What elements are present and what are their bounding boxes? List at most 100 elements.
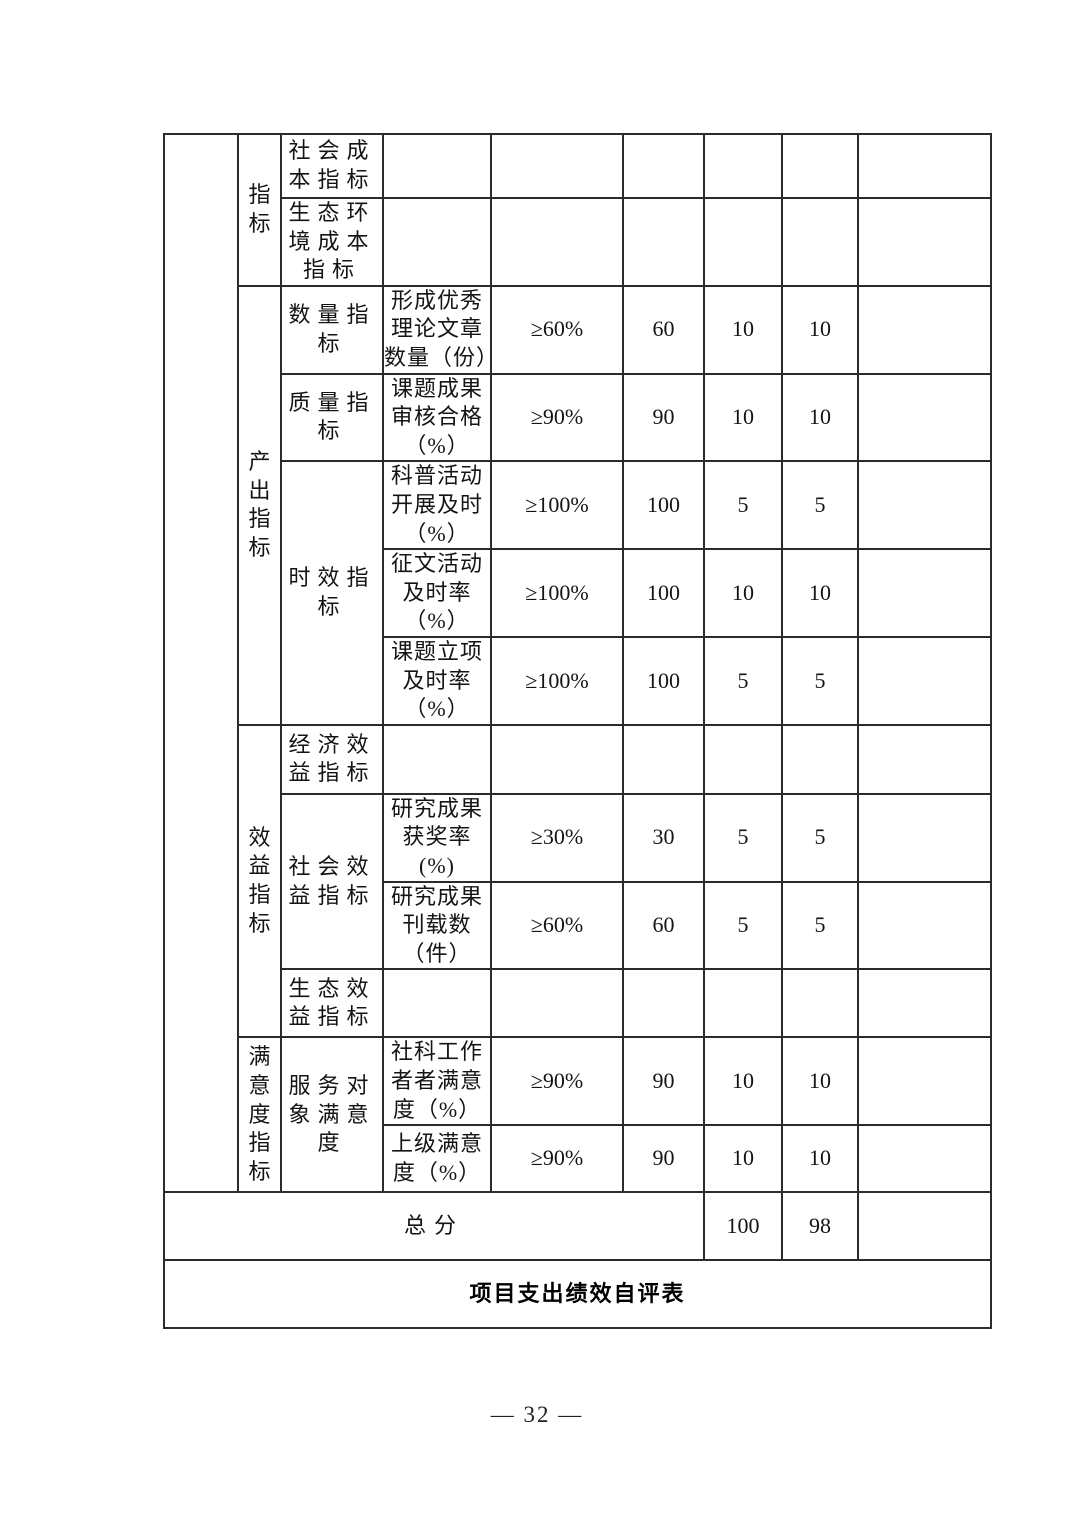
- row-publication-count: 研究成果 刊载数 （件） ≥60% 60 5 5: [164, 880, 992, 971]
- cell-score-ecological-benefit-empty: [703, 968, 783, 1039]
- cell-actual-achievement-pass-rate: 90: [622, 372, 705, 463]
- cell-actual-superior-satisfaction: 90: [622, 1124, 705, 1194]
- cell-l2-economic-benefit: 经济效 益指标: [280, 723, 384, 795]
- cell-l3-economic-benefit-empty: [382, 723, 492, 795]
- cell-l2-eco-environment-cost: 生态环 境成本 指标: [280, 197, 384, 287]
- cell-selfscore-science-activity-timeliness: 5: [781, 460, 859, 551]
- cell-target-excellent-papers: ≥60%: [490, 284, 624, 375]
- cell-actual-worker-satisfaction: 90: [622, 1036, 705, 1127]
- row-essay-activity-timeliness: 征文活动 及时率 （%） ≥100% 100 10 10: [164, 548, 992, 638]
- row-economic-benefit: 效 益 指 标 经济效 益指标: [164, 723, 992, 1039]
- cell-actual-award-rate: 30: [622, 792, 705, 883]
- cell-selfscore-essay-activity-timeliness: 10: [781, 548, 859, 638]
- cell-l3-essay-activity-timeliness: 征文活动 及时率 （%）: [382, 548, 492, 638]
- cell-l3-project-approval-timeliness: 课题立项 及时率 （%）: [382, 635, 492, 726]
- performance-indicator-table: 指 标 社会成 本指标 生态环 境成本 指标 产 出 指 标 数量指 标 形成优…: [163, 132, 992, 1330]
- cell-l3-social-cost-empty: [382, 133, 492, 199]
- cell-score-essay-activity-timeliness: 10: [703, 548, 783, 638]
- cell-target-social-cost-empty: [490, 133, 624, 199]
- cell-actual-eco-cost-empty: [622, 197, 705, 287]
- row-next-table-title: 项目支出绩效自评表: [163, 1259, 992, 1330]
- row-eco-environment-cost: 生态环 境成本 指标: [164, 197, 992, 287]
- cell-l3-achievement-pass-rate: 课题成果 审核合格 （%）: [382, 372, 492, 463]
- cell-l3-eco-cost-empty: [382, 197, 492, 287]
- cell-total-remark-empty: [857, 1191, 992, 1262]
- row-project-approval-timeliness: 课题立项 及时率 （%） ≥100% 100 5 5: [164, 635, 992, 726]
- page-number: — 32 —: [490, 1402, 584, 1427]
- cell-score-worker-satisfaction: 10: [703, 1036, 783, 1127]
- cell-score-excellent-papers: 10: [703, 284, 783, 375]
- cell-l2-quantity: 数量指 标: [280, 284, 384, 375]
- cell-remark-award-rate-empty: [857, 792, 992, 883]
- cell-score-publication-count: 5: [703, 880, 783, 971]
- cell-score-award-rate: 5: [703, 792, 783, 883]
- next-table-title: 项目支出绩效自评表: [163, 1259, 992, 1330]
- cell-l3-science-activity-timeliness: 科普活动 开展及时 （%）: [382, 460, 492, 551]
- cell-score-project-approval-timeliness: 5: [703, 635, 783, 726]
- cell-remark-science-activity-empty: [857, 460, 992, 551]
- cell-remark-social-cost-empty: [857, 133, 992, 199]
- cell-selfscore-worker-satisfaction: 10: [781, 1036, 859, 1127]
- cell-score-science-activity-timeliness: 5: [703, 460, 783, 551]
- row-superior-satisfaction: 上级满意 度（%） ≥90% 90 10 10: [164, 1124, 992, 1194]
- row-science-activity-timeliness: 时效指 标 科普活动 开展及时 （%） ≥100% 100 5 5: [164, 460, 992, 726]
- cell-selfscore-social-cost-empty: [781, 133, 859, 199]
- cell-selfscore-superior-satisfaction: 10: [781, 1124, 859, 1194]
- cell-actual-publication-count: 60: [622, 880, 705, 971]
- cell-target-economic-benefit-empty: [490, 723, 624, 795]
- cell-group-benefit-indicators: 效 益 指 标: [237, 723, 282, 1039]
- cell-l2-timeliness: 时效指 标: [280, 460, 384, 726]
- cell-target-eco-cost-empty: [490, 197, 624, 287]
- row-worker-satisfaction: 满 意 度 指 标 服务对 象满意 度 社科工作 者者满意 度（%） ≥90% …: [164, 1036, 992, 1194]
- cell-score-superior-satisfaction: 10: [703, 1124, 783, 1194]
- cell-selfscore-eco-cost-empty: [781, 197, 859, 287]
- table-sheet: 指 标 社会成 本指标 生态环 境成本 指标 产 出 指 标 数量指 标 形成优…: [163, 132, 992, 1330]
- cell-l3-superior-satisfaction: 上级满意 度（%）: [382, 1124, 492, 1194]
- cell-l2-social-benefit: 社会效 益指标: [280, 792, 384, 971]
- cell-group-output-indicators: 产 出 指 标: [237, 284, 282, 726]
- row-social-cost: 指 标 社会成 本指标: [163, 132, 992, 1194]
- cell-group-satisfaction-indicators: 满 意 度 指 标: [237, 1036, 282, 1194]
- cell-score-achievement-pass-rate: 10: [703, 372, 783, 463]
- cell-score-eco-cost-empty: [703, 197, 783, 287]
- cell-l3-worker-satisfaction: 社科工作 者者满意 度（%）: [382, 1036, 492, 1127]
- cell-remark-eco-cost-empty: [857, 197, 992, 287]
- cell-target-essay-activity-timeliness: ≥100%: [490, 548, 624, 638]
- cell-target-science-activity-timeliness: ≥100%: [490, 460, 624, 551]
- cell-selfscore-excellent-papers: 10: [781, 284, 859, 375]
- cell-l2-service-target-satisfaction: 服务对 象满意 度: [280, 1036, 384, 1194]
- cell-score-economic-benefit-empty: [703, 723, 783, 795]
- cell-remark-essay-activity-empty: [857, 548, 992, 638]
- cell-actual-economic-benefit-empty: [622, 723, 705, 795]
- cell-remark-ecological-benefit-empty: [857, 968, 992, 1039]
- cell-remark-project-approval-empty: [857, 635, 992, 726]
- cell-l2-ecological-benefit: 生态效 益指标: [280, 968, 384, 1039]
- cell-remark-economic-benefit-empty: [857, 723, 992, 795]
- cell-target-achievement-pass-rate: ≥90%: [490, 372, 624, 463]
- cell-total-label: 总分: [163, 1191, 705, 1262]
- cell-target-award-rate: ≥30%: [490, 792, 624, 883]
- cell-actual-social-cost-empty: [622, 133, 705, 199]
- cell-group-indicator-carryover: 指 标: [237, 133, 282, 287]
- cell-actual-science-activity-timeliness: 100: [622, 460, 705, 551]
- cell-remark-worker-satisfaction-empty: [857, 1036, 992, 1127]
- cell-total-self-score: 98: [781, 1191, 859, 1262]
- cell-remark-superior-satisfaction-empty: [857, 1124, 992, 1194]
- cell-selfscore-achievement-pass-rate: 10: [781, 372, 859, 463]
- cell-l3-publication-count: 研究成果 刊载数 （件）: [382, 880, 492, 971]
- cell-selfscore-project-approval-timeliness: 5: [781, 635, 859, 726]
- cell-total-score: 100: [703, 1191, 783, 1262]
- row-total-score: 总分 100 98: [163, 1191, 992, 1262]
- cell-remark-excellent-papers-empty: [857, 284, 992, 375]
- cell-target-project-approval-timeliness: ≥100%: [490, 635, 624, 726]
- cell-remark-publication-count-empty: [857, 880, 992, 971]
- cell-selfscore-economic-benefit-empty: [781, 723, 859, 795]
- cell-selfscore-ecological-benefit-empty: [781, 968, 859, 1039]
- cell-l3-award-rate: 研究成果 获奖率 (%): [382, 792, 492, 883]
- cell-l3-excellent-papers: 形成优秀 理论文章 数量（份）: [382, 284, 492, 375]
- row-award-rate: 社会效 益指标 研究成果 获奖率 (%) ≥30% 30 5 5: [164, 792, 992, 971]
- cell-selfscore-publication-count: 5: [781, 880, 859, 971]
- cell-target-ecological-benefit-empty: [490, 968, 624, 1039]
- cell-target-superior-satisfaction: ≥90%: [490, 1124, 624, 1194]
